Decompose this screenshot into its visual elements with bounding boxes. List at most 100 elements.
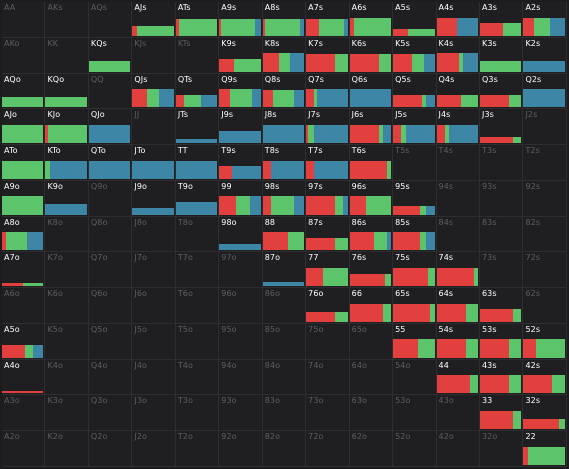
hand-cell-a4o[interactable]: A4o: [2, 359, 46, 396]
hand-cell-42s[interactable]: 42s: [523, 359, 567, 396]
hand-cell-75s[interactable]: 75s: [393, 252, 437, 289]
hand-cell-kqo[interactable]: KQo: [45, 73, 89, 110]
hand-cell-93s[interactable]: 93s: [479, 180, 524, 217]
hand-cell-q5o[interactable]: Q5o: [88, 323, 133, 360]
hand-cell-k3s[interactable]: K3s: [479, 37, 524, 74]
hand-cell-86o[interactable]: 86o: [262, 288, 307, 324]
hand-cell-aks[interactable]: AKs: [45, 2, 89, 38]
hand-cell-a4s[interactable]: A4s: [436, 2, 480, 38]
hand-cell-j4o[interactable]: J4o: [132, 359, 176, 396]
hand-cell-55[interactable]: 55: [393, 323, 437, 360]
hand-cell-t7s[interactable]: T7s: [306, 145, 350, 181]
hand-cell-k4s[interactable]: K4s: [436, 37, 480, 74]
hand-cell-74o[interactable]: 74o: [306, 359, 350, 396]
hand-cell-a6o[interactable]: A6o: [2, 288, 46, 324]
hand-cell-a5o[interactable]: A5o: [2, 323, 46, 360]
hand-cell-q7o[interactable]: Q7o: [88, 252, 133, 289]
hand-cell-83o[interactable]: 83o: [262, 395, 307, 432]
hand-cell-44[interactable]: 44: [436, 359, 480, 396]
hand-cell-t7o[interactable]: T7o: [175, 252, 220, 289]
hand-cell-tt[interactable]: TT: [175, 145, 220, 181]
hand-cell-t4o[interactable]: T4o: [175, 359, 220, 396]
hand-cell-q2o[interactable]: Q2o: [88, 431, 133, 467]
hand-cell-73s[interactable]: 73s: [479, 252, 524, 289]
hand-cell-k5o[interactable]: K5o: [45, 323, 89, 360]
hand-cell-82o[interactable]: 82o: [262, 431, 307, 467]
hand-cell-74s[interactable]: 74s: [436, 252, 480, 289]
hand-cell-62o[interactable]: 62o: [349, 431, 394, 467]
hand-cell-87s[interactable]: 87s: [306, 216, 350, 253]
hand-cell-q9o[interactable]: Q9o: [88, 180, 133, 217]
hand-cell-q6s[interactable]: Q6s: [349, 73, 394, 110]
hand-cell-q6o[interactable]: Q6o: [88, 288, 133, 324]
hand-cell-a3s[interactable]: A3s: [479, 2, 524, 38]
hand-cell-k5s[interactable]: K5s: [393, 37, 437, 74]
hand-cell-66[interactable]: 66: [349, 288, 394, 324]
hand-cell-k9o[interactable]: K9o: [45, 180, 89, 217]
hand-cell-t9o[interactable]: T9o: [175, 180, 220, 217]
hand-cell-jto[interactable]: JTo: [132, 145, 176, 181]
hand-cell-kjo[interactable]: KJo: [45, 109, 89, 146]
hand-cell-q2s[interactable]: Q2s: [523, 73, 567, 110]
hand-cell-96s[interactable]: 96s: [349, 180, 394, 217]
hand-cell-65s[interactable]: 65s: [393, 288, 437, 324]
hand-cell-92s[interactable]: 92s: [523, 180, 567, 217]
hand-cell-j3s[interactable]: J3s: [479, 109, 524, 146]
hand-cell-j9o[interactable]: J9o: [132, 180, 176, 217]
hand-cell-k2o[interactable]: K2o: [45, 431, 89, 467]
hand-cell-k7s[interactable]: K7s: [306, 37, 350, 74]
hand-cell-85s[interactable]: 85s: [393, 216, 437, 253]
hand-cell-ato[interactable]: ATo: [2, 145, 46, 181]
hand-cell-j9s[interactable]: J9s: [219, 109, 263, 146]
hand-cell-ako[interactable]: AKo: [2, 37, 46, 74]
hand-cell-ajo[interactable]: AJo: [2, 109, 46, 146]
hand-cell-k2s[interactable]: K2s: [523, 37, 567, 74]
hand-cell-qts[interactable]: QTs: [175, 73, 220, 110]
hand-cell-k6o[interactable]: K6o: [45, 288, 89, 324]
hand-cell-32o[interactable]: 32o: [479, 431, 524, 467]
hand-cell-j5o[interactable]: J5o: [132, 323, 176, 360]
hand-cell-96o[interactable]: 96o: [219, 288, 263, 324]
hand-cell-95s[interactable]: 95s: [393, 180, 437, 217]
hand-cell-q4o[interactable]: Q4o: [88, 359, 133, 396]
hand-cell-53s[interactable]: 53s: [479, 323, 524, 360]
hand-cell-j2o[interactable]: J2o: [132, 431, 176, 467]
hand-cell-qjo[interactable]: QJo: [88, 109, 133, 146]
hand-cell-87o[interactable]: 87o: [262, 252, 307, 289]
hand-cell-j6s[interactable]: J6s: [349, 109, 394, 146]
hand-cell-j7o[interactable]: J7o: [132, 252, 176, 289]
hand-cell-a6s[interactable]: A6s: [349, 2, 394, 38]
hand-cell-32s[interactable]: 32s: [523, 395, 567, 432]
hand-cell-t8s[interactable]: T8s: [262, 145, 307, 181]
hand-cell-98o[interactable]: 98o: [219, 216, 263, 253]
hand-cell-jj[interactable]: JJ: [132, 109, 176, 146]
hand-cell-t2o[interactable]: T2o: [175, 431, 220, 467]
hand-cell-qq[interactable]: QQ: [88, 73, 133, 110]
hand-cell-t4s[interactable]: T4s: [436, 145, 480, 181]
hand-cell-a3o[interactable]: A3o: [2, 395, 46, 432]
hand-cell-97o[interactable]: 97o: [219, 252, 263, 289]
hand-cell-q4s[interactable]: Q4s: [436, 73, 480, 110]
hand-cell-43o[interactable]: 43o: [436, 395, 480, 432]
hand-cell-aqo[interactable]: AQo: [2, 73, 46, 110]
hand-cell-j7s[interactable]: J7s: [306, 109, 350, 146]
hand-cell-k9s[interactable]: K9s: [219, 37, 263, 74]
hand-cell-76s[interactable]: 76s: [349, 252, 394, 289]
hand-cell-t8o[interactable]: T8o: [175, 216, 220, 253]
hand-cell-53o[interactable]: 53o: [393, 395, 437, 432]
hand-cell-qjs[interactable]: QJs: [132, 73, 176, 110]
hand-cell-jts[interactable]: JTs: [175, 109, 220, 146]
hand-cell-q3o[interactable]: Q3o: [88, 395, 133, 432]
hand-cell-q5s[interactable]: Q5s: [393, 73, 437, 110]
hand-cell-97s[interactable]: 97s: [306, 180, 350, 217]
hand-cell-j2s[interactable]: J2s: [523, 109, 567, 146]
hand-cell-kk[interactable]: KK: [45, 37, 89, 74]
hand-cell-84o[interactable]: 84o: [262, 359, 307, 396]
hand-cell-aqs[interactable]: AQs: [88, 2, 133, 38]
hand-cell-86s[interactable]: 86s: [349, 216, 394, 253]
hand-cell-64s[interactable]: 64s: [436, 288, 480, 324]
hand-cell-j5s[interactable]: J5s: [393, 109, 437, 146]
hand-cell-a2s[interactable]: A2s: [523, 2, 567, 38]
hand-cell-75o[interactable]: 75o: [306, 323, 350, 360]
hand-cell-aa[interactable]: AA: [2, 2, 46, 38]
